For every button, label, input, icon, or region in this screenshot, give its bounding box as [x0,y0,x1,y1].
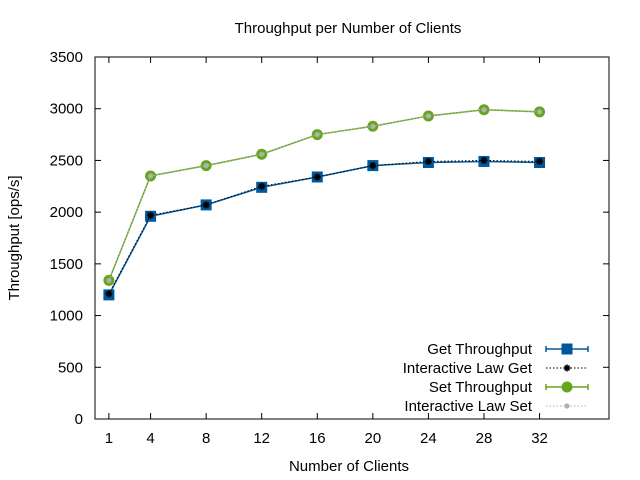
chart-title: Throughput per Number of Clients [235,20,462,37]
data-point [563,364,571,372]
plot-frame [94,56,610,420]
x-tick-label: 16 [309,430,326,447]
legend-label: Set Throughput [429,379,533,396]
data-point [561,343,573,355]
data-point [481,107,487,113]
y-tick-label: 2500 [50,152,83,169]
x-tick-label: 20 [364,430,381,447]
data-point [105,290,113,298]
data-point [536,109,543,115]
legend: Get Throughput Interactive Law Get Set Thr… [403,341,589,415]
y-tick-label: 3000 [50,101,83,118]
data-point [106,277,112,284]
data-point [425,113,432,119]
data-point [369,162,377,170]
data-point [147,173,154,179]
data-point [370,123,376,129]
x-tick-label: 4 [146,430,154,447]
series-set-throughput [103,104,546,286]
series-line [108,160,540,296]
y-tick-label: 3500 [50,49,83,66]
x-tick-label: 32 [531,430,548,447]
legend-label: Interactive Law Get [403,360,533,377]
y-tick-label: 1000 [50,308,83,325]
data-point [536,157,544,165]
legend-label: Interactive Law Set [404,398,532,415]
legend-label: Get Throughput [427,341,533,358]
data-point [259,151,265,157]
x-tick-label: 28 [476,430,493,447]
y-tick-label: 500 [58,359,83,376]
y-tick-label: 1500 [50,256,83,273]
x-tick-label: 1 [105,430,113,447]
data-point [561,381,573,393]
x-tick-label: 8 [202,430,210,447]
series-layer [103,104,546,301]
y-tick-label: 2000 [50,204,83,221]
data-point [564,403,570,409]
data-point [313,173,321,181]
x-tick-label: 24 [420,430,437,447]
series-line [108,108,540,281]
y-tick-label: 0 [75,411,83,428]
data-point [258,182,266,190]
series-get-throughput [103,155,546,301]
axis-ticks: 0 500 1000 1500 2000 2500 3000 3500 1 4 8 12 16 20 24 2… [50,49,609,447]
x-axis-label: Number of Clients [289,458,409,475]
data-point [314,131,320,138]
series-line [108,159,540,295]
x-tick-label: 12 [253,430,270,447]
data-point [424,157,432,165]
series-line [108,109,540,281]
y-axis-label: Throughput [ops/s] [6,175,23,300]
series-interactive-law-get [105,156,544,298]
data-point [202,201,210,209]
series-interactive-law-set [106,107,543,284]
data-point [147,211,155,219]
data-point [203,163,209,169]
data-point [480,156,488,164]
